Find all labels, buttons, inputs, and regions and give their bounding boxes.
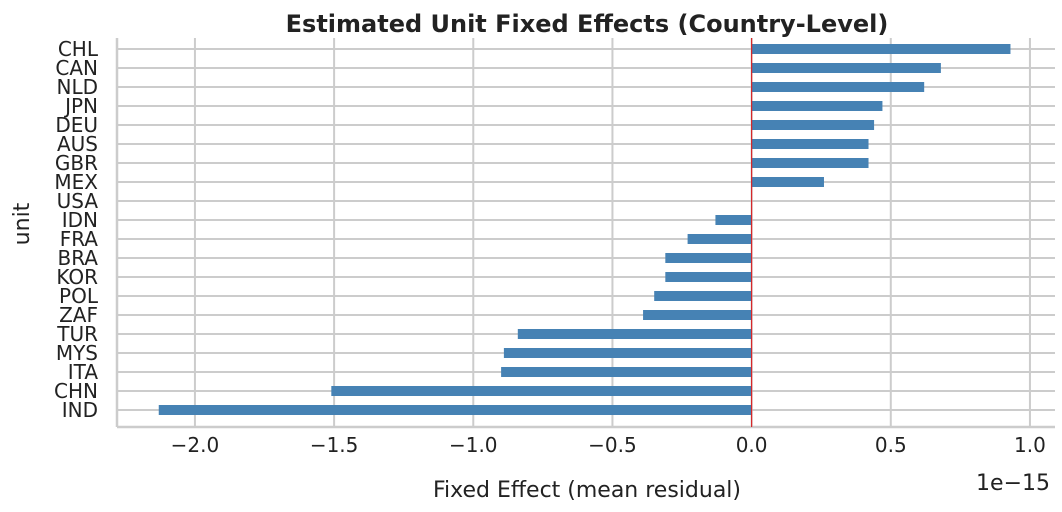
bar-kor [665,272,752,282]
bar-deu [751,120,875,130]
bar-chn [331,386,752,396]
y-axis-label: unit [10,202,35,245]
y-tick-label: AUS [57,132,98,156]
bars-layer [158,44,1011,415]
y-tick-label: CHL [58,37,99,61]
x-tick-label: 0.5 [875,433,907,457]
bar-fra [687,234,752,244]
y-tick-label: MYS [56,341,98,365]
x-tick-label: −0.5 [588,433,637,457]
tick-labels-layer: −2.0 −1.5 −1.0 −0.5 0.0 0.5 1.0 CHLCANNLDJPNDEU… [54,37,1046,457]
bar-aus [751,139,869,149]
x-tick-label: 1.0 [1014,433,1046,457]
bar-mex [751,177,824,187]
y-tick-label: MEX [54,170,98,194]
y-tick-label: CHN [54,379,98,403]
y-tick-label: KOR [56,265,98,289]
bar-tur [517,329,752,339]
bar-ita [501,367,752,377]
y-tick-label: POL [59,284,99,308]
x-axis-label: Fixed Effect (mean residual) [433,478,741,503]
y-tick-label: JPN [63,94,98,118]
bar-gbr [751,158,869,168]
y-tick-label: IND [62,398,98,422]
chart-title: Estimated Unit Fixed Effects (Country-Le… [286,10,889,38]
x-tick-label: −1.0 [449,433,498,457]
y-tick-label: FRA [60,227,99,251]
y-tick-label: CAN [55,56,98,80]
y-tick-label: TUR [56,322,98,346]
y-tick-label: NLD [56,75,98,99]
bar-idn [715,215,752,225]
x-tick-label: −1.5 [310,433,359,457]
bar-jpn [751,101,883,111]
x-tick-label: −2.0 [171,433,220,457]
y-tick-label: GBR [55,151,98,175]
bar-pol [654,291,752,301]
x-tick-label: 0.0 [736,433,768,457]
x-axis-offset-text: 1e−15 [976,471,1050,496]
bar-can [751,63,941,73]
y-tick-label: IDN [62,208,98,232]
y-tick-label: ITA [68,360,99,384]
y-tick-label: USA [57,189,99,213]
y-tick-label: ZAF [59,303,98,327]
y-tick-label: BRA [58,246,99,270]
bar-mys [503,348,752,358]
bar-zaf [643,310,752,320]
bar-bra [665,253,752,263]
bar-chl [751,44,1011,54]
axes-layer [115,38,1055,429]
bar-nld [751,82,925,92]
bar-ind [158,405,752,415]
y-tick-label: DEU [55,113,98,137]
